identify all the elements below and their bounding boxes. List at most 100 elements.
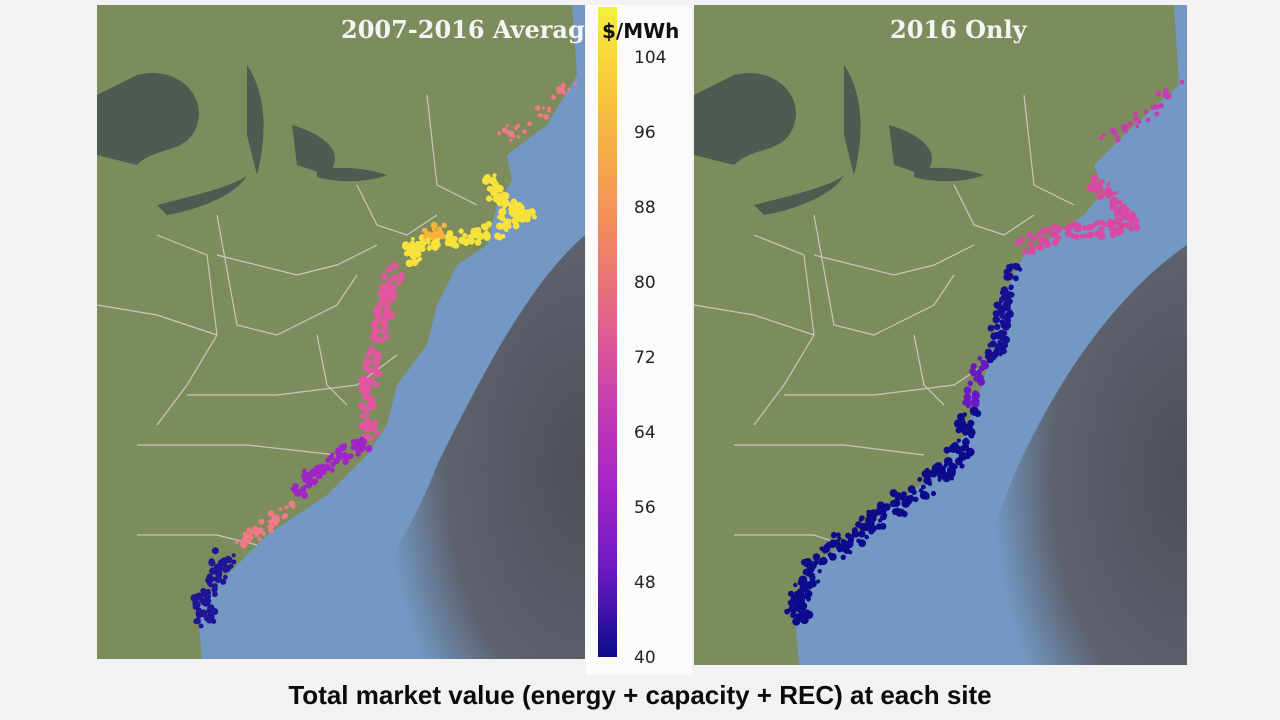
- site-marker: [387, 264, 393, 269]
- site-marker: [1133, 111, 1138, 116]
- site-marker: [1111, 128, 1118, 134]
- site-marker: [962, 444, 970, 451]
- site-marker: [959, 463, 965, 469]
- site-marker: [486, 233, 491, 239]
- lake-superior: [694, 73, 796, 165]
- site-marker: [845, 532, 851, 539]
- site-marker: [793, 582, 798, 588]
- site-marker: [482, 177, 490, 185]
- site-marker: [892, 500, 899, 506]
- site-marker: [1137, 119, 1142, 125]
- site-marker: [1000, 286, 1009, 294]
- site-marker: [992, 315, 1000, 324]
- site-marker: [1099, 136, 1104, 141]
- site-marker: [411, 259, 419, 267]
- site-marker: [441, 222, 447, 228]
- site-marker: [208, 558, 215, 564]
- colorbar-tick: 96: [634, 123, 656, 143]
- site-marker: [359, 381, 366, 389]
- site-marker: [382, 333, 390, 341]
- site-marker: [1113, 190, 1118, 196]
- site-marker: [1030, 245, 1036, 251]
- site-marker: [207, 581, 212, 587]
- site-marker: [817, 569, 822, 574]
- site-marker: [1127, 216, 1134, 223]
- site-marker: [984, 348, 992, 356]
- site-marker: [383, 328, 388, 333]
- site-marker: [794, 597, 803, 606]
- site-marker: [1110, 232, 1117, 239]
- site-marker: [1002, 304, 1008, 310]
- site-marker: [269, 523, 275, 529]
- site-marker: [799, 583, 809, 592]
- site-marker: [503, 193, 509, 198]
- site-marker: [362, 445, 367, 450]
- site-marker: [865, 515, 875, 525]
- site-marker: [864, 534, 869, 540]
- site-marker: [463, 233, 468, 239]
- site-marker: [851, 527, 858, 534]
- lake-michigan: [844, 65, 861, 175]
- site-marker: [1026, 250, 1032, 255]
- map-panel-right[interactable]: 2016 Only: [694, 5, 1187, 665]
- site-marker: [1155, 91, 1162, 97]
- site-marker: [301, 472, 309, 480]
- site-marker: [543, 114, 550, 120]
- site-marker: [1113, 228, 1118, 233]
- site-marker: [962, 430, 969, 436]
- site-marker: [1129, 226, 1135, 232]
- site-marker: [556, 86, 562, 92]
- site-marker: [808, 568, 813, 574]
- site-marker: [1018, 236, 1026, 244]
- site-marker: [1101, 133, 1106, 137]
- site-marker: [794, 618, 801, 625]
- site-marker: [963, 393, 971, 401]
- site-marker: [878, 518, 883, 523]
- site-marker: [402, 242, 410, 251]
- land: [97, 5, 577, 659]
- site-marker: [431, 227, 436, 231]
- site-marker: [373, 419, 379, 425]
- site-marker: [994, 323, 1001, 331]
- site-marker: [225, 556, 233, 564]
- site-marker: [993, 301, 1001, 309]
- site-marker: [1158, 103, 1164, 109]
- site-marker: [412, 254, 417, 259]
- site-marker: [257, 537, 262, 542]
- site-marker: [372, 381, 379, 388]
- site-marker: [380, 285, 385, 290]
- site-marker: [498, 208, 507, 217]
- site-marker: [1086, 224, 1093, 231]
- site-marker: [959, 455, 964, 461]
- site-marker: [1035, 232, 1040, 237]
- site-marker: [1002, 335, 1010, 344]
- site-marker: [1006, 272, 1014, 280]
- site-marker: [200, 587, 207, 594]
- site-marker: [1133, 224, 1141, 231]
- site-marker: [858, 517, 864, 522]
- site-marker: [387, 311, 396, 320]
- site-marker: [330, 461, 336, 467]
- site-marker: [560, 82, 566, 88]
- site-marker: [405, 259, 414, 268]
- site-marker: [358, 402, 366, 410]
- site-marker: [784, 608, 790, 615]
- site-markers-right: [784, 79, 1185, 626]
- site-marker: [374, 369, 383, 378]
- site-marker: [342, 459, 349, 466]
- map-panel-left[interactable]: 2007-2016 Average: [97, 5, 585, 659]
- site-marker: [551, 95, 556, 100]
- site-marker: [386, 279, 392, 285]
- site-marker: [937, 468, 945, 477]
- site-marker: [966, 427, 976, 437]
- site-marker: [1133, 217, 1140, 224]
- site-marker: [522, 129, 527, 134]
- colorbar-tick: 104: [634, 48, 667, 68]
- site-marker: [246, 527, 251, 532]
- site-marker: [567, 87, 571, 92]
- colorbar-tick: 56: [634, 498, 656, 518]
- site-marker: [267, 519, 273, 524]
- site-marker: [396, 278, 403, 285]
- site-marker: [383, 304, 390, 310]
- site-marker: [446, 230, 454, 237]
